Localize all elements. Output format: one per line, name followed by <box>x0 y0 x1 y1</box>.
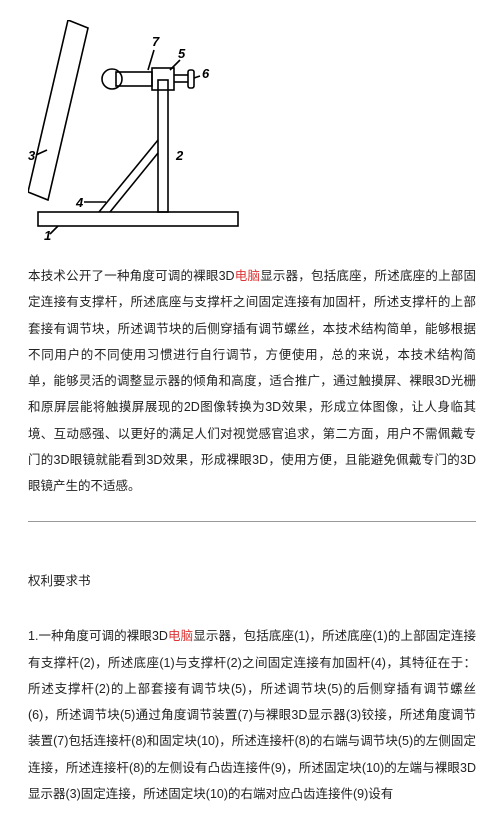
abstract-text: 本技术公开了一种角度可调的裸眼3D电脑显示器，包括底座，所述底座的上部固定连接有… <box>28 263 476 499</box>
figure-label-1: 1 <box>44 228 51 240</box>
body-text-span: 1.一种角度可调的裸眼3D <box>28 629 168 643</box>
figure-label-5: 5 <box>178 46 186 61</box>
figure-label-4: 4 <box>75 195 84 210</box>
figure-label-6: 6 <box>202 66 210 81</box>
body-text-span: 显示器，包括底座，所述底座的上部固定连接有支撑杆，所述底座与支撑杆之间固定连接有… <box>28 269 476 493</box>
patent-figure: 1 2 3 4 5 6 7 <box>28 20 258 245</box>
figure-label-7: 7 <box>152 34 160 49</box>
body-text-span: 本技术公开了一种角度可调的裸眼3D <box>28 269 235 283</box>
highlight-term: 电脑 <box>168 629 193 643</box>
claims-heading: 权利要求书 <box>28 570 476 589</box>
section-divider <box>28 521 476 522</box>
figure-label-3: 3 <box>28 148 36 163</box>
figure-label-2: 2 <box>175 148 184 163</box>
highlight-term: 电脑 <box>235 269 261 283</box>
figure-svg: 1 2 3 4 5 6 7 <box>28 20 258 240</box>
claim-1-text: 1.一种角度可调的裸眼3D电脑显示器，包括底座(1)，所述底座(1)的上部固定连… <box>28 623 476 807</box>
body-text-span: 显示器，包括底座(1)，所述底座(1)的上部固定连接有支撑杆(2)，所述底座(1… <box>28 629 476 801</box>
